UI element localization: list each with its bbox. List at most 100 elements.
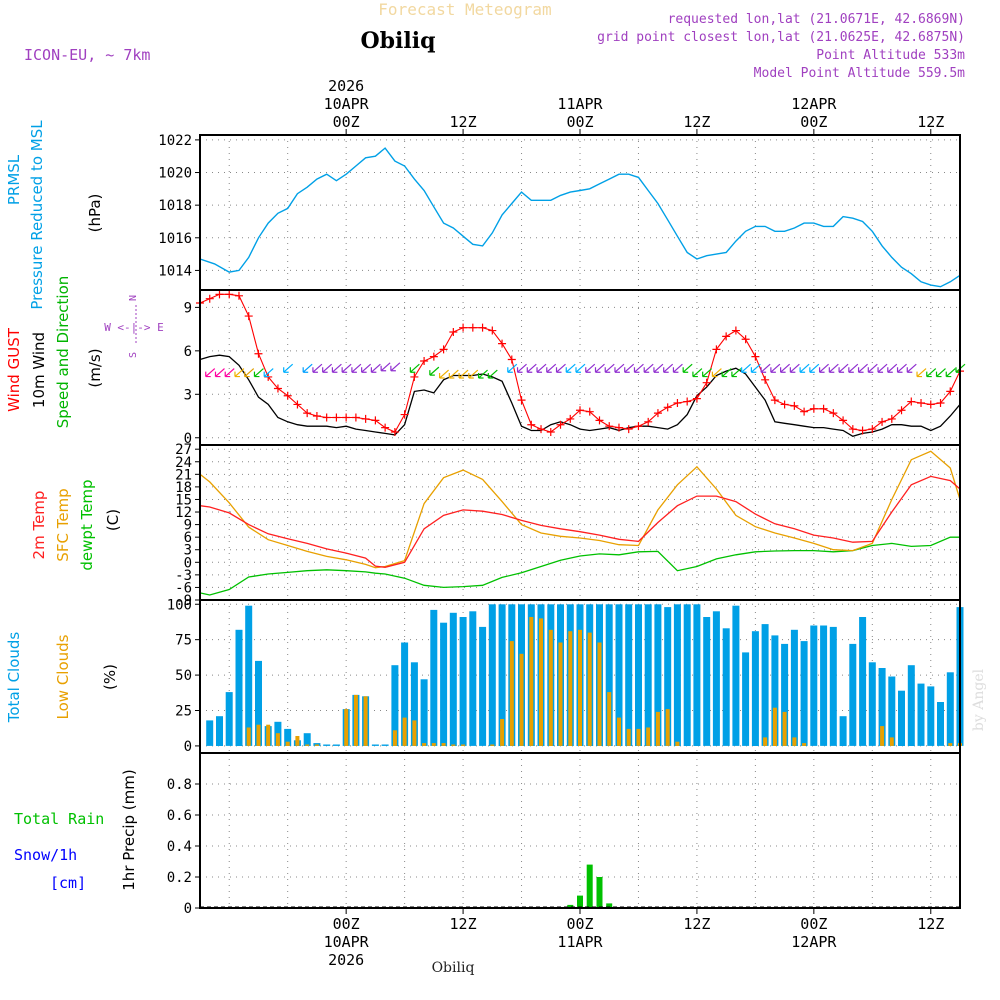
wind-direction-arrow (341, 363, 352, 373)
gust-marker (790, 401, 799, 410)
total-clouds-bar (625, 604, 633, 746)
total-clouds-bar (751, 631, 759, 746)
gust-marker (868, 425, 877, 434)
clouds-ytick-label: 0 (184, 739, 192, 755)
wind-unit: (m/s) (86, 348, 104, 387)
gust-marker (332, 413, 341, 422)
wind-direction-arrow (244, 368, 255, 378)
low-clouds-bar (363, 696, 368, 746)
pressure-panel: 1014 1016 1018 1020 1022 (158, 133, 961, 291)
wind-direction-arrow (390, 362, 401, 372)
wind-direction-arrow (536, 363, 547, 373)
gust-marker (361, 414, 370, 423)
gust-marker (322, 413, 331, 422)
gust-marker (663, 403, 672, 412)
low-clouds-bar (305, 744, 310, 746)
wind-direction-arrow (760, 363, 771, 373)
gust-marker (634, 422, 643, 431)
wind-direction-arrow (857, 363, 868, 373)
footer-location: Obiliq (432, 960, 475, 976)
wind-direction-arrow (818, 363, 829, 373)
gust-marker (381, 423, 390, 432)
low-clouds-bar (344, 709, 349, 746)
wind-direction-arrow (565, 363, 576, 373)
wind-direction-arrow (799, 363, 810, 373)
temp2m-line (199, 475, 961, 568)
low-clouds-bar (646, 727, 651, 746)
top-time-label: 12Z (683, 113, 710, 131)
wind-direction-arrow (585, 363, 596, 373)
total-clouds-bar (703, 617, 711, 746)
precip-ytick-label: 0 (184, 901, 192, 917)
pressure-line (199, 147, 961, 288)
gust-marker (400, 410, 409, 419)
temp-ytick-label: 18 (175, 480, 192, 496)
low-clouds-bar (772, 707, 777, 746)
wind-direction-arrow (624, 363, 635, 373)
gust-marker (459, 323, 468, 332)
sfc-temp-label: SFC Temp (54, 488, 72, 561)
bottom-time-label: 12Z (683, 915, 710, 933)
gust-marker (215, 290, 224, 299)
wind-direction-arrow (370, 363, 381, 373)
wind-direction-arrow (263, 368, 274, 378)
wind-ytick-label: 0 (184, 431, 192, 447)
wind-direction-arrow (234, 368, 245, 378)
gust-marker (273, 384, 282, 393)
total-clouds-bar (605, 604, 613, 746)
gust-marker (653, 409, 662, 418)
low-clouds-label: Low Clouds (54, 634, 72, 719)
total-clouds-bar (761, 624, 769, 746)
total-clouds-bar (459, 617, 467, 746)
wind-ytick-label: 3 (184, 387, 192, 403)
bottom-time-label: 2026 (328, 951, 364, 969)
gust-marker (488, 326, 497, 335)
wind-direction-arrow (312, 363, 323, 373)
total-clouds-bar (946, 672, 954, 746)
precip-frame (199, 752, 961, 909)
clouds-ytick-label: 75 (175, 633, 192, 649)
gust-marker (527, 420, 536, 429)
compass-south: S (128, 352, 139, 358)
bottom-time-label: 11APR (557, 933, 603, 951)
snow-unit-label: [cm] (50, 874, 86, 892)
wind-direction-arrow (877, 363, 888, 373)
gust-marker (585, 407, 594, 416)
gust-marker (234, 291, 243, 300)
gust-marker (556, 420, 565, 429)
wind-direction-arrow (653, 363, 664, 373)
sfc-temp-line (199, 450, 961, 569)
total-clouds-bar (391, 665, 399, 746)
wind-direction-arrow (896, 363, 907, 373)
wind-direction-arrow (507, 363, 518, 373)
gust-marker (887, 414, 896, 423)
gust-marker (692, 394, 701, 403)
top-time-label: 11APR (557, 95, 603, 113)
low-clouds-bar (675, 741, 680, 746)
total-clouds-bar (673, 604, 681, 746)
wind-direction-arrow (916, 368, 927, 378)
gust-marker (761, 375, 770, 384)
wind-direction-arrow (526, 363, 537, 373)
wind-ytick-label: 9 (184, 300, 192, 316)
gust-marker (566, 414, 575, 423)
bottom-time-label: 12Z (917, 915, 944, 933)
top-time-label: 00Z (333, 113, 360, 131)
wind-direction-arrow (692, 368, 703, 378)
gust-marker (537, 425, 546, 434)
low-clouds-bar (636, 728, 641, 746)
total-clouds-bar (732, 605, 740, 746)
total-clouds-bar (712, 611, 720, 746)
low-clouds-bar (500, 719, 505, 746)
total-clouds-bar (469, 611, 477, 746)
temp-ytick-label: 9 (184, 518, 192, 534)
total-clouds-bar (868, 662, 876, 746)
pressure-frame (199, 134, 961, 291)
total-clouds-bar (216, 716, 223, 746)
precip-ytick-label: 0.4 (167, 839, 192, 855)
low-clouds-bar (246, 727, 251, 746)
dewpt-line (199, 536, 960, 596)
low-clouds-bar (519, 653, 524, 746)
gust-marker (770, 396, 779, 405)
